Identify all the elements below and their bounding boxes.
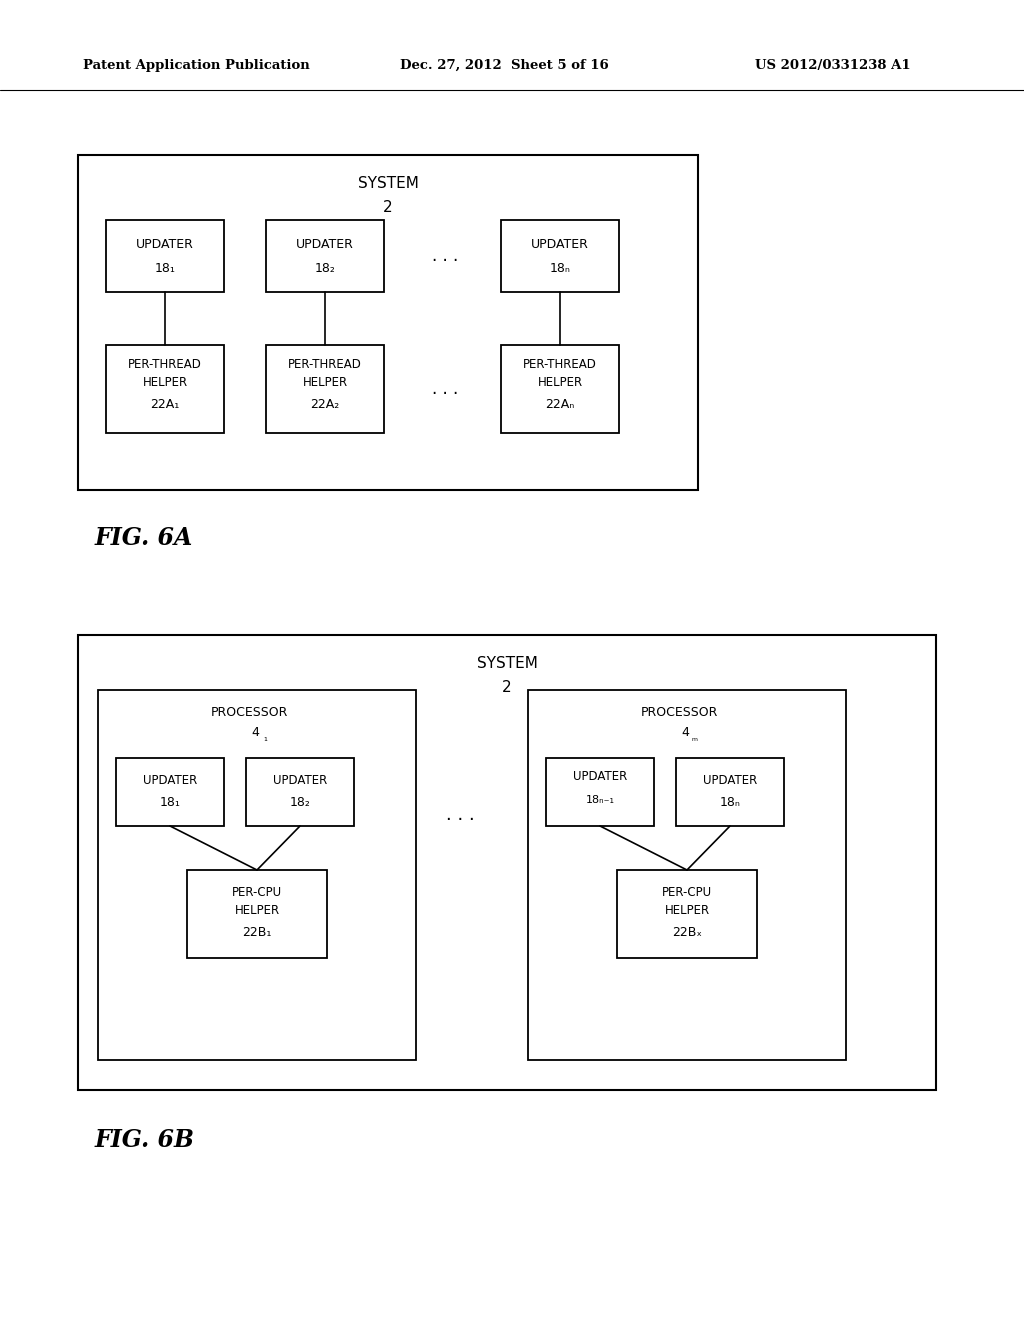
Text: . . .: . . .: [432, 380, 458, 399]
Text: SYSTEM: SYSTEM: [357, 176, 419, 190]
Text: 18₁: 18₁: [155, 261, 175, 275]
Text: 18₁: 18₁: [160, 796, 180, 808]
Bar: [501, 345, 618, 433]
Text: SYSTEM: SYSTEM: [476, 656, 538, 671]
Text: 18ₙ: 18ₙ: [720, 796, 740, 808]
Bar: [106, 345, 224, 433]
Bar: [617, 870, 757, 958]
Text: PROCESSOR: PROCESSOR: [640, 705, 718, 718]
Bar: [266, 220, 384, 292]
Bar: [501, 220, 618, 292]
Text: HELPER: HELPER: [665, 903, 710, 916]
Bar: [116, 758, 224, 826]
Text: HELPER: HELPER: [302, 376, 347, 389]
Text: ₘ: ₘ: [692, 733, 698, 743]
Text: PER-THREAD: PER-THREAD: [523, 359, 597, 371]
Text: UPDATER: UPDATER: [572, 770, 627, 783]
Bar: [78, 635, 936, 1090]
Bar: [246, 758, 354, 826]
Text: PER-CPU: PER-CPU: [662, 886, 712, 899]
Text: . . .: . . .: [432, 247, 458, 265]
Bar: [676, 758, 784, 826]
Text: Patent Application Publication: Patent Application Publication: [83, 58, 309, 71]
Bar: [546, 758, 654, 826]
Text: HELPER: HELPER: [142, 376, 187, 389]
Text: . . .: . . .: [445, 807, 474, 824]
Text: PER-THREAD: PER-THREAD: [288, 359, 361, 371]
Text: UPDATER: UPDATER: [272, 774, 327, 787]
Bar: [98, 690, 416, 1060]
Text: 22Aₙ: 22Aₙ: [546, 399, 574, 412]
Text: UPDATER: UPDATER: [702, 774, 757, 787]
Text: PROCESSOR: PROCESSOR: [210, 705, 288, 718]
Text: 22A₁: 22A₁: [151, 399, 179, 412]
Text: 22Bₓ: 22Bₓ: [672, 925, 701, 939]
Text: FIG. 6A: FIG. 6A: [95, 525, 194, 550]
Text: 2: 2: [383, 199, 393, 214]
Bar: [528, 690, 846, 1060]
Bar: [78, 154, 698, 490]
Text: 18₂: 18₂: [290, 796, 310, 808]
Text: 18ₙ: 18ₙ: [550, 261, 570, 275]
Text: 2: 2: [502, 680, 512, 694]
Text: HELPER: HELPER: [234, 903, 280, 916]
Text: 18ₙ₋₁: 18ₙ₋₁: [586, 795, 614, 805]
Text: PER-THREAD: PER-THREAD: [128, 359, 202, 371]
Text: 22B₁: 22B₁: [243, 925, 271, 939]
Text: ₁: ₁: [263, 733, 267, 743]
Text: PER-CPU: PER-CPU: [232, 886, 282, 899]
Text: UPDATER: UPDATER: [296, 238, 354, 251]
Text: US 2012/0331238 A1: US 2012/0331238 A1: [755, 58, 910, 71]
Text: 4: 4: [681, 726, 689, 738]
Text: HELPER: HELPER: [538, 376, 583, 389]
Text: FIG. 6B: FIG. 6B: [95, 1129, 195, 1152]
Text: UPDATER: UPDATER: [531, 238, 589, 251]
Text: 22A₂: 22A₂: [310, 399, 340, 412]
Bar: [266, 345, 384, 433]
Bar: [106, 220, 224, 292]
Text: UPDATER: UPDATER: [143, 774, 198, 787]
Text: 18₂: 18₂: [314, 261, 336, 275]
Text: UPDATER: UPDATER: [136, 238, 194, 251]
Bar: [187, 870, 327, 958]
Text: 4: 4: [251, 726, 259, 738]
Text: Dec. 27, 2012  Sheet 5 of 16: Dec. 27, 2012 Sheet 5 of 16: [400, 58, 608, 71]
